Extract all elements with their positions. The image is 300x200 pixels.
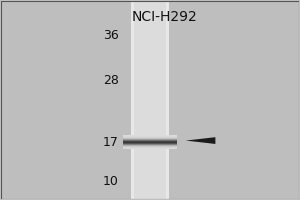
Text: 17: 17 [103, 136, 119, 149]
Text: 10: 10 [103, 175, 119, 188]
Polygon shape [186, 137, 215, 144]
Bar [131, 1, 169, 199]
Text: 36: 36 [103, 29, 119, 42]
Text: 28: 28 [103, 74, 119, 87]
Bar [134, 1, 166, 199]
Text: NCI-H292: NCI-H292 [132, 10, 198, 24]
